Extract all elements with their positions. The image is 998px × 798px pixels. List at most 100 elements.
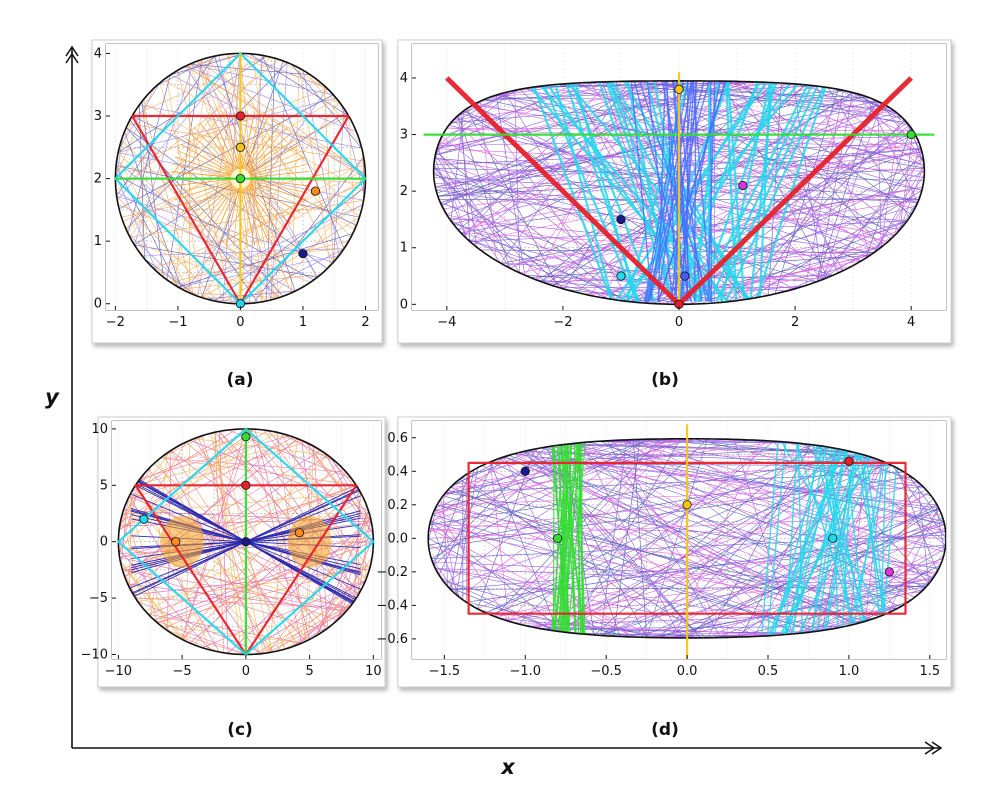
trajectory-segment — [431, 558, 460, 598]
radial-segment — [244, 132, 292, 175]
trajectory-segment — [227, 53, 325, 86]
orbit-point — [616, 214, 626, 225]
trajectory-segment — [170, 632, 220, 653]
trajectory-segment — [632, 439, 647, 638]
cyan-segment — [842, 427, 898, 653]
trajectory-segment — [442, 439, 640, 497]
trajectory-segment — [189, 63, 311, 76]
y-tick-label: 10 — [91, 422, 108, 437]
radial-segment — [246, 170, 309, 179]
cyan-segment — [572, 77, 638, 302]
trajectory-segment — [653, 632, 805, 638]
trajectory-segment — [518, 438, 708, 625]
x-tick-label: 0 — [675, 315, 683, 330]
outside-mask — [106, 44, 378, 310]
trajectory-segment — [639, 439, 805, 445]
trajectory-segment — [893, 145, 921, 236]
trajectory-segment — [484, 86, 536, 100]
blue-segment — [671, 72, 689, 302]
orbit-point — [298, 249, 308, 259]
cyan-segment — [859, 427, 884, 653]
trajectory-segment — [433, 438, 654, 512]
radial-segment — [194, 182, 237, 230]
y-tick-label: 2 — [400, 184, 408, 199]
trajectory-segment — [558, 127, 912, 288]
trajectory-segment — [463, 81, 610, 236]
trajectory-segment — [131, 491, 347, 612]
trajectory-segment — [124, 506, 158, 623]
panel-a: −2 −1 0 1 2 0 1 2 3 4 (a) — [91, 39, 383, 390]
blue-segment — [647, 72, 695, 302]
trajectory-segment — [524, 80, 658, 276]
trajectory-segment — [119, 472, 146, 527]
trajectory-segment — [450, 586, 927, 590]
radial-segment — [244, 182, 287, 230]
trajectory-segment — [125, 127, 284, 297]
radial-segment — [246, 178, 309, 187]
trajectory-segment — [122, 485, 357, 570]
cyan-segment — [720, 77, 772, 302]
orbit-point — [520, 466, 530, 476]
trajectory-segment — [132, 55, 267, 117]
green-segment — [573, 427, 584, 653]
trajectory-segment — [181, 488, 359, 640]
trajectory-segment — [125, 56, 271, 230]
trajectory-segment — [435, 568, 768, 637]
trajectory-segment — [135, 485, 260, 655]
y-axis-arrowhead — [65, 45, 79, 64]
trajectory-segment — [458, 89, 520, 116]
trajectory-segment — [115, 88, 328, 171]
trajectory-segment — [600, 489, 927, 636]
trajectory-segment — [437, 145, 468, 239]
trajectory-segment — [804, 498, 934, 633]
trajectory-segment — [476, 102, 617, 301]
cyan-segment — [765, 427, 788, 653]
trajectory-segment — [115, 165, 179, 288]
trajectory-segment — [170, 450, 359, 595]
trajectory-segment — [185, 65, 366, 179]
trajectory-segment — [436, 82, 769, 150]
x-tick-label: 0.5 — [758, 664, 779, 679]
trajectory-segment — [297, 438, 372, 523]
y-tick-label: 0 — [94, 297, 102, 312]
orbit-point — [235, 142, 246, 152]
y-tick-label: −0.4 — [376, 598, 408, 613]
trajectory-segment — [166, 77, 203, 298]
trajectory-segment — [227, 518, 371, 654]
trajectory-segment — [899, 130, 914, 230]
green-segment — [558, 427, 587, 653]
y-tick-label: 0.0 — [387, 531, 408, 546]
trajectory-segment — [575, 442, 871, 621]
trajectory-segment — [728, 80, 923, 153]
radial-segment — [184, 137, 236, 176]
trajectory-segment — [460, 81, 756, 234]
blue-segment — [645, 72, 691, 302]
trajectory-segment — [489, 461, 558, 632]
trajectory-segment — [606, 440, 722, 638]
trajectory-segment — [899, 164, 925, 231]
radial-segment — [189, 182, 237, 225]
trajectory-segment — [431, 438, 647, 559]
trajectory-segment — [150, 265, 198, 297]
x-tick-label: −2 — [106, 315, 125, 330]
trajectory-segment — [135, 597, 350, 609]
trajectory-segment — [569, 438, 681, 633]
trajectory-segment — [285, 597, 357, 650]
y-tick-label: −5 — [89, 591, 108, 606]
trajectory-segment — [431, 534, 946, 559]
trajectory-segment — [480, 101, 497, 261]
trajectory-segment — [473, 104, 925, 178]
trajectory-segment — [197, 53, 241, 297]
trajectory-segment — [485, 445, 823, 614]
green-segment — [555, 427, 572, 653]
trajectory-segment — [139, 104, 362, 149]
trajectory-segment — [440, 577, 558, 632]
trajectory-segment — [127, 74, 171, 234]
trajectory-segment — [622, 81, 885, 245]
trajectory-segment — [508, 438, 674, 622]
trajectory-segment — [434, 158, 468, 239]
trajectory-segment — [442, 495, 880, 617]
cyan-segment — [754, 77, 830, 302]
cyan-segment — [708, 77, 817, 302]
